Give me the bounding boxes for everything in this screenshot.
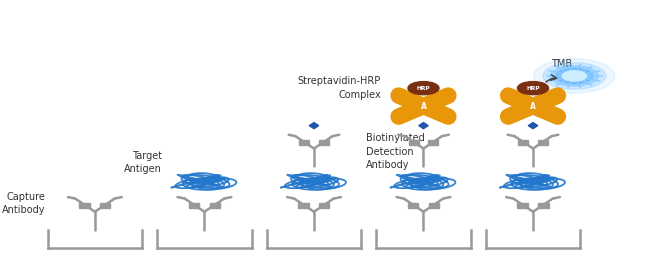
Polygon shape xyxy=(419,122,428,129)
Circle shape xyxy=(556,68,593,84)
Text: Capture
Antibody: Capture Antibody xyxy=(3,192,46,215)
Circle shape xyxy=(551,66,599,86)
Bar xyxy=(79,203,90,209)
Text: A: A xyxy=(421,102,426,110)
Polygon shape xyxy=(309,122,318,129)
Text: HRP: HRP xyxy=(417,86,430,91)
Polygon shape xyxy=(528,122,538,129)
Bar xyxy=(319,140,328,145)
Bar xyxy=(319,203,330,209)
Text: HRP: HRP xyxy=(526,86,539,91)
Bar xyxy=(428,140,438,145)
Bar xyxy=(298,203,309,209)
Bar xyxy=(517,203,528,209)
Bar xyxy=(538,140,547,145)
Bar xyxy=(428,203,439,209)
Circle shape xyxy=(534,59,615,93)
Bar xyxy=(189,203,200,209)
Circle shape xyxy=(408,82,439,95)
Bar xyxy=(408,203,419,209)
Text: A: A xyxy=(530,102,536,110)
Text: TMB: TMB xyxy=(551,58,573,69)
Text: Biotinylated
Detection
Antibody: Biotinylated Detection Antibody xyxy=(366,133,424,170)
Bar xyxy=(519,140,528,145)
Text: Streptavidin-HRP
Complex: Streptavidin-HRP Complex xyxy=(298,76,381,100)
Circle shape xyxy=(562,71,586,81)
Bar xyxy=(409,140,419,145)
Circle shape xyxy=(543,63,606,89)
Circle shape xyxy=(517,82,549,95)
Bar xyxy=(209,203,220,209)
Bar xyxy=(538,203,549,209)
Bar xyxy=(300,140,309,145)
Text: Target
Antigen: Target Antigen xyxy=(124,151,162,174)
Bar xyxy=(100,203,110,209)
